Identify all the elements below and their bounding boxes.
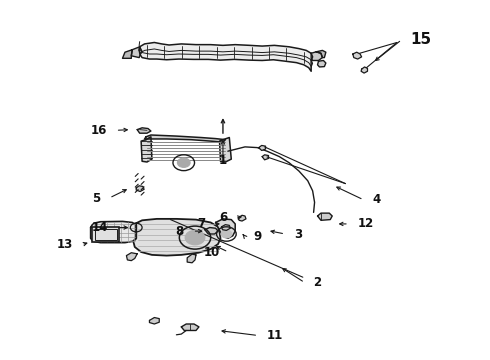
Text: 9: 9 — [254, 230, 262, 243]
Polygon shape — [149, 318, 159, 324]
Polygon shape — [136, 186, 144, 192]
Text: 11: 11 — [267, 329, 283, 342]
Text: 12: 12 — [358, 217, 374, 230]
Polygon shape — [311, 52, 322, 60]
Text: 3: 3 — [294, 228, 302, 240]
Circle shape — [221, 230, 232, 238]
Polygon shape — [259, 145, 266, 150]
Text: 13: 13 — [56, 238, 73, 251]
Polygon shape — [137, 128, 151, 133]
Text: 7: 7 — [197, 217, 206, 230]
Polygon shape — [181, 324, 199, 330]
Text: 4: 4 — [372, 193, 381, 206]
Polygon shape — [122, 50, 132, 58]
Text: 15: 15 — [411, 32, 432, 47]
Polygon shape — [91, 221, 136, 243]
Polygon shape — [220, 138, 231, 162]
Bar — [92, 227, 119, 242]
Polygon shape — [353, 52, 362, 59]
Circle shape — [185, 230, 205, 245]
Polygon shape — [139, 42, 313, 71]
Text: 1: 1 — [219, 154, 227, 167]
Text: 2: 2 — [314, 276, 322, 289]
Text: 10: 10 — [203, 246, 220, 258]
Polygon shape — [318, 60, 326, 67]
Text: 8: 8 — [175, 225, 184, 238]
Polygon shape — [131, 47, 142, 58]
Text: 6: 6 — [220, 211, 228, 224]
Polygon shape — [205, 228, 218, 234]
Bar — [95, 229, 117, 240]
Polygon shape — [141, 137, 152, 162]
Text: 14: 14 — [92, 221, 108, 234]
Polygon shape — [187, 254, 196, 263]
Circle shape — [177, 158, 190, 167]
Polygon shape — [318, 213, 332, 220]
Polygon shape — [126, 253, 137, 261]
Polygon shape — [361, 67, 368, 73]
Polygon shape — [216, 219, 235, 238]
Polygon shape — [133, 219, 220, 256]
Polygon shape — [238, 215, 246, 221]
Polygon shape — [145, 135, 225, 142]
Text: 5: 5 — [92, 192, 100, 204]
Polygon shape — [262, 155, 269, 160]
Polygon shape — [316, 50, 326, 58]
Text: 16: 16 — [91, 124, 107, 137]
Polygon shape — [221, 225, 230, 230]
